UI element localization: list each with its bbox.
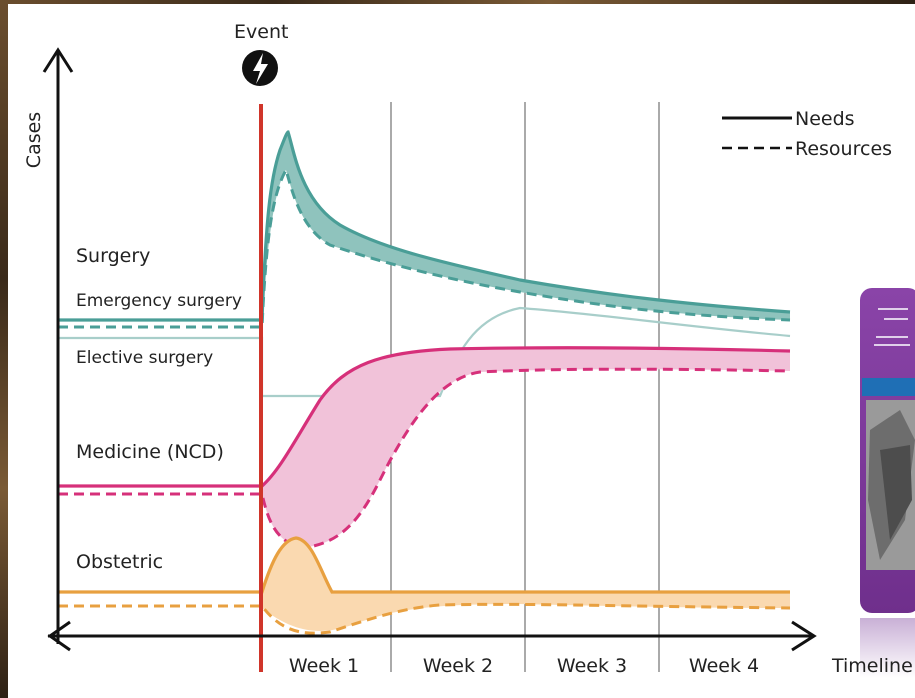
x-axis-left-arrowhead (47, 620, 71, 652)
medicine-needs-line (58, 346, 791, 488)
emergency-surgery-curves (58, 130, 791, 329)
obstetric-resources-line (58, 602, 791, 635)
emergency-surgery-label: Emergency surgery (76, 291, 242, 311)
background-photo-top (0, 0, 915, 4)
background-photo-edge (0, 0, 8, 698)
legend-resources-label: Resources (795, 138, 892, 160)
week-1-label: Week 1 (289, 655, 359, 677)
week-4-label: Week 4 (689, 655, 759, 677)
obstetric-needs-line (58, 536, 790, 594)
surgery-label: Surgery (76, 245, 150, 267)
emergency-surgery-needs-line (58, 130, 791, 322)
emergency-surgery-resources-line (58, 166, 791, 329)
elective-surgery-label: Elective surgery (76, 348, 213, 368)
obstetric-curves (58, 536, 791, 635)
y-axis-arrowhead (42, 47, 74, 73)
axes (42, 47, 817, 652)
legend: Needs Resources (722, 108, 892, 160)
week-2-label: Week 2 (423, 655, 493, 677)
legend-needs-label: Needs (795, 108, 855, 130)
y-axis-label: Cases (23, 112, 45, 168)
book-cover-thumbnail (860, 288, 915, 678)
x-axis-arrowhead (791, 620, 817, 652)
week-3-label: Week 3 (557, 655, 627, 677)
lightning-bolt-icon (242, 50, 278, 86)
medicine-gap-fill (262, 347, 790, 548)
medicine-label: Medicine (NCD) (76, 441, 224, 463)
x-axis-label: Timeline (831, 655, 913, 677)
event-label: Event (234, 21, 288, 43)
obstetric-label: Obstetric (76, 551, 163, 573)
obstetric-gap-fill (262, 538, 790, 631)
